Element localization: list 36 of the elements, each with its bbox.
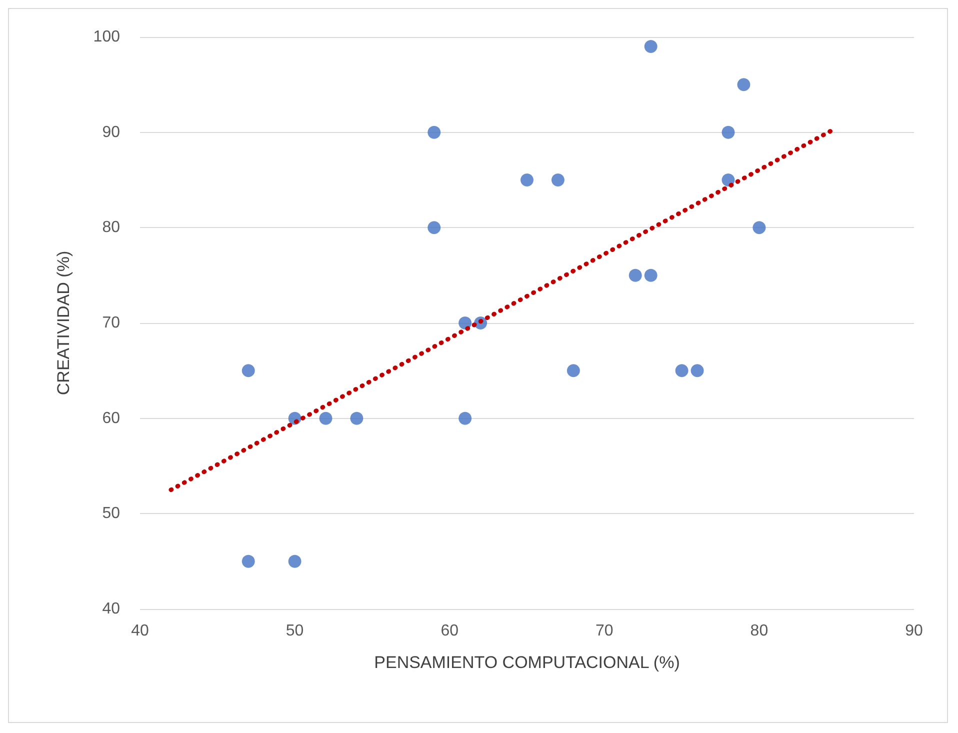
y-tick-label: 50	[102, 505, 120, 522]
y-axis-title: CREATIVIDAD (%)	[54, 250, 73, 396]
point	[737, 78, 750, 92]
point	[428, 221, 441, 234]
x-tick-label: 50	[286, 622, 304, 640]
point	[458, 412, 472, 425]
point	[551, 174, 564, 186]
point	[458, 316, 472, 330]
point	[242, 554, 255, 568]
x-tick-label: 70	[596, 622, 614, 640]
point	[288, 554, 302, 568]
y-tick-label: 40	[102, 600, 120, 618]
y-tick-label: 60	[102, 410, 120, 427]
point	[350, 412, 364, 425]
point	[566, 364, 580, 378]
point	[722, 174, 735, 186]
point	[752, 221, 766, 234]
point	[675, 364, 688, 378]
y-tick-label: 80	[102, 219, 120, 236]
point	[644, 40, 658, 54]
y-tick-label: 70	[102, 314, 120, 332]
x-tick-label: 90	[905, 622, 923, 640]
point	[319, 412, 332, 425]
x-tick-label: 40	[131, 622, 149, 640]
x-axis-title: PENSAMIENTO COMPUTACIONAL (%)	[374, 653, 680, 672]
point	[644, 268, 658, 282]
x-tick-label: 80	[750, 622, 768, 640]
y-tick-label: 100	[93, 28, 120, 46]
point	[242, 364, 255, 378]
point	[690, 364, 704, 378]
point	[722, 126, 735, 139]
point	[628, 268, 642, 282]
point	[520, 174, 534, 186]
point	[428, 126, 441, 139]
x-tick-label: 60	[440, 622, 459, 640]
y-tick-label: 90	[102, 124, 120, 141]
